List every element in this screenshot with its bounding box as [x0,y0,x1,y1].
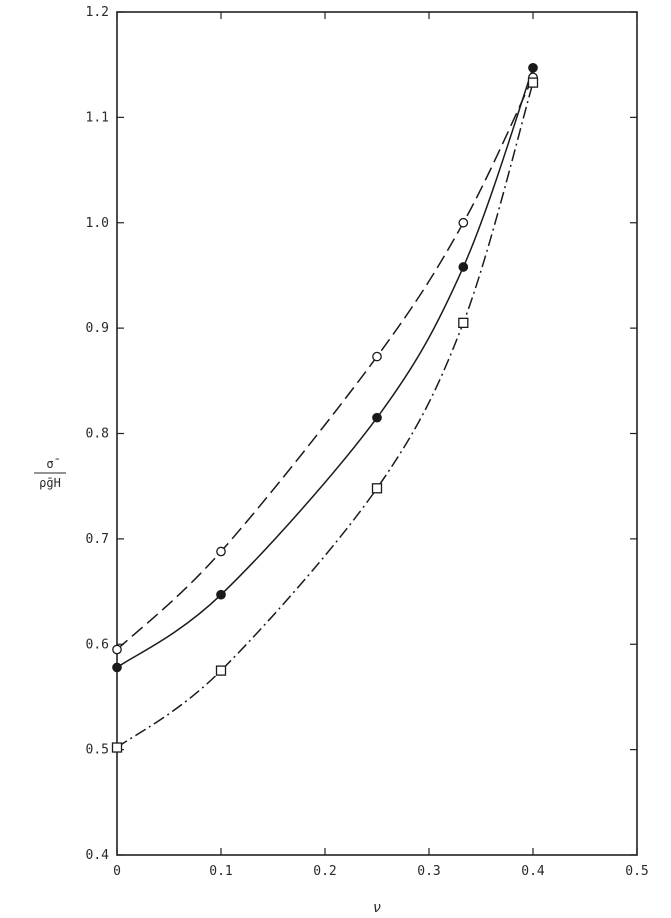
x-tick-label: 0.5 [625,864,648,879]
series-2-point [528,62,538,73]
plot-frame [116,11,638,856]
x-axis-label: ν [373,900,381,916]
axis-ticks [116,11,638,856]
series-1-point [458,217,469,228]
y-tick-label: 1.1 [86,110,109,125]
series-curves [116,67,534,749]
series-2-point [112,662,122,673]
series-markers [111,62,539,753]
series-1-point [112,644,122,655]
tick-labels: 0 0.1 0.2 0.3 0.4 0.5 0.4 0.5 0.6 0.7 0.8 0.9 1.0 1.1… [86,5,649,879]
series-3-point [371,483,383,494]
series-3-point [111,742,123,753]
series-2-line [116,67,534,669]
series-3-point [527,77,539,88]
series-1-point [216,546,226,557]
y-tick-label: 0.5 [86,743,109,758]
series-2-point [216,589,226,600]
x-tick-label: 0.3 [417,864,440,879]
x-tick-label: 0.1 [209,864,232,879]
x-tick-label: 0 [113,864,121,879]
y-axis-label-sigma: σ̄ [46,457,59,471]
series-1-line [116,77,534,651]
series-3-point [215,665,227,676]
y-tick-label: 0.6 [86,637,109,652]
y-axis-label-rho-g-h: ρ̄gH [39,476,61,490]
y-axis-label: σ̄ ρ̄gH [34,457,66,490]
y-tick-label: 0.7 [86,532,109,547]
y-tick-label: 0.8 [86,427,109,442]
series-1-point [372,351,382,362]
series-3-point [458,317,469,329]
y-tick-label: 1.0 [86,216,109,231]
y-tick-label: 0.4 [86,848,110,863]
series-3-line [116,82,534,749]
x-tick-label: 0.4 [521,864,545,879]
series-2-point [458,262,469,272]
series-2-point [372,412,382,423]
x-tick-label: 0.2 [313,864,336,879]
y-tick-label: 0.9 [86,321,109,336]
y-tick-label: 1.2 [86,5,109,20]
